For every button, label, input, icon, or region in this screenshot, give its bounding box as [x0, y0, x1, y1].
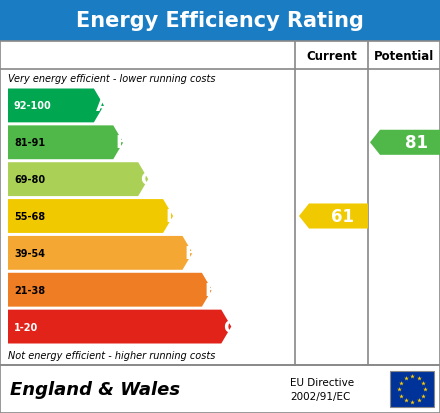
- Bar: [0, 42, 440, 365]
- Text: B: B: [115, 134, 129, 152]
- Text: Very energy efficient - lower running costs: Very energy efficient - lower running co…: [8, 74, 216, 84]
- Polygon shape: [8, 126, 123, 160]
- Text: 21-38: 21-38: [14, 285, 45, 295]
- Text: 55-68: 55-68: [14, 211, 45, 221]
- Text: 39-54: 39-54: [14, 248, 45, 258]
- Text: 81-91: 81-91: [14, 138, 45, 148]
- Text: 81: 81: [404, 134, 428, 152]
- Text: EU Directive
2002/91/EC: EU Directive 2002/91/EC: [290, 377, 354, 401]
- Text: Energy Efficiency Rating: Energy Efficiency Rating: [76, 11, 364, 31]
- Text: Not energy efficient - higher running costs: Not energy efficient - higher running co…: [8, 350, 215, 360]
- Polygon shape: [8, 89, 104, 123]
- Polygon shape: [370, 131, 440, 155]
- Text: 69-80: 69-80: [14, 175, 45, 185]
- Text: 1-20: 1-20: [14, 322, 38, 332]
- Text: C: C: [140, 171, 154, 189]
- Polygon shape: [8, 273, 212, 307]
- Text: England & Wales: England & Wales: [10, 380, 180, 398]
- Text: G: G: [223, 318, 238, 336]
- Bar: [390, 371, 434, 407]
- Text: A: A: [96, 97, 110, 115]
- Text: 61: 61: [331, 207, 354, 225]
- Text: 92-100: 92-100: [14, 101, 52, 111]
- Polygon shape: [8, 310, 231, 344]
- Polygon shape: [299, 204, 368, 229]
- Polygon shape: [8, 236, 193, 270]
- Text: F: F: [204, 281, 216, 299]
- Text: Current: Current: [306, 50, 357, 62]
- Polygon shape: [8, 199, 173, 233]
- Text: E: E: [184, 244, 197, 262]
- Polygon shape: [8, 163, 148, 197]
- Text: Potential: Potential: [374, 50, 434, 62]
- Bar: [0, 0, 440, 42]
- Text: D: D: [165, 207, 180, 225]
